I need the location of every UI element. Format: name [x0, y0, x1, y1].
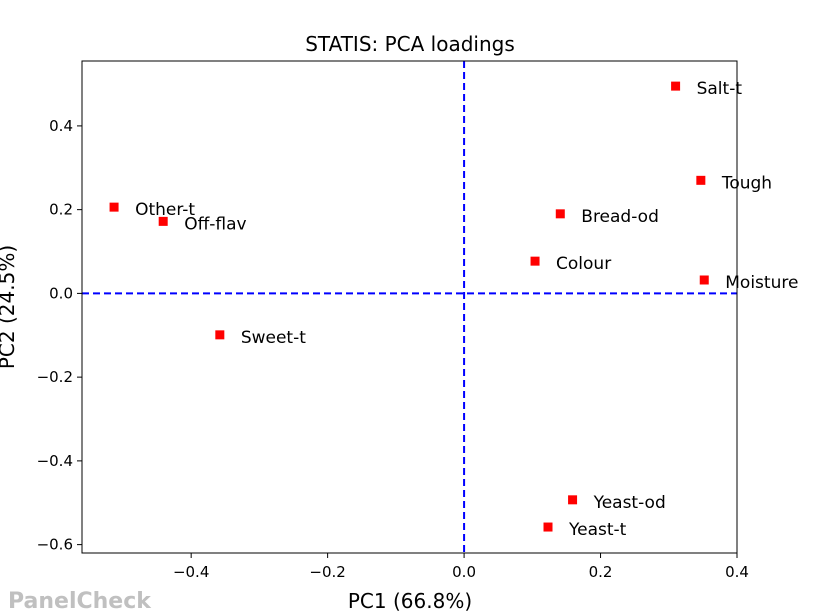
data-point [699, 275, 709, 285]
y-axis-title: PC2 (24.5%) [0, 245, 19, 369]
data-point-label: Yeast-t [568, 520, 627, 540]
data-point [215, 330, 225, 340]
data-point-label: Off-flav [184, 214, 246, 234]
y-tick-label: −0.4 [37, 452, 73, 470]
data-point-label: Salt-t [697, 79, 743, 99]
plot-area: −0.4 −0.2 0.0 0.2 0.4 −0.6 −0.4 −0.2 0.0 0.2 0.4 Sa… [37, 60, 798, 581]
watermark-logo: PanelCheck [8, 589, 152, 614]
y-tick-label: 0.2 [49, 201, 73, 219]
data-point [543, 522, 553, 532]
data-point-label: Sweet-t [241, 328, 306, 348]
y-tick-label: 0.4 [49, 117, 73, 135]
data-point-label: Yeast-od [593, 493, 666, 513]
data-point [555, 209, 565, 219]
y-tick-label: −0.6 [37, 536, 73, 554]
data-point [109, 202, 119, 212]
x-tick-label: 0.0 [452, 563, 476, 581]
data-point-label: Bread-od [581, 207, 659, 227]
data-point-label: Tough [721, 173, 772, 193]
data-point [158, 216, 168, 226]
data-point-label: Other-t [135, 200, 195, 220]
data-point-label: Colour [556, 254, 611, 274]
x-tick-label: 0.4 [725, 563, 749, 581]
data-point [530, 256, 540, 266]
x-tick-label: −0.2 [309, 563, 345, 581]
data-point [696, 175, 706, 185]
x-tick-label: 0.2 [589, 563, 613, 581]
x-tick-label: −0.4 [173, 563, 209, 581]
y-tick-label: −0.2 [37, 368, 73, 386]
x-axis-title: PC1 (66.8%) [348, 589, 472, 613]
y-tick-label: 0.0 [49, 284, 73, 302]
chart-title: STATIS: PCA loadings [305, 32, 515, 56]
data-point-label: Moisture [725, 273, 798, 293]
data-point [568, 495, 578, 505]
plot-frame [81, 60, 738, 554]
data-point [671, 81, 681, 91]
